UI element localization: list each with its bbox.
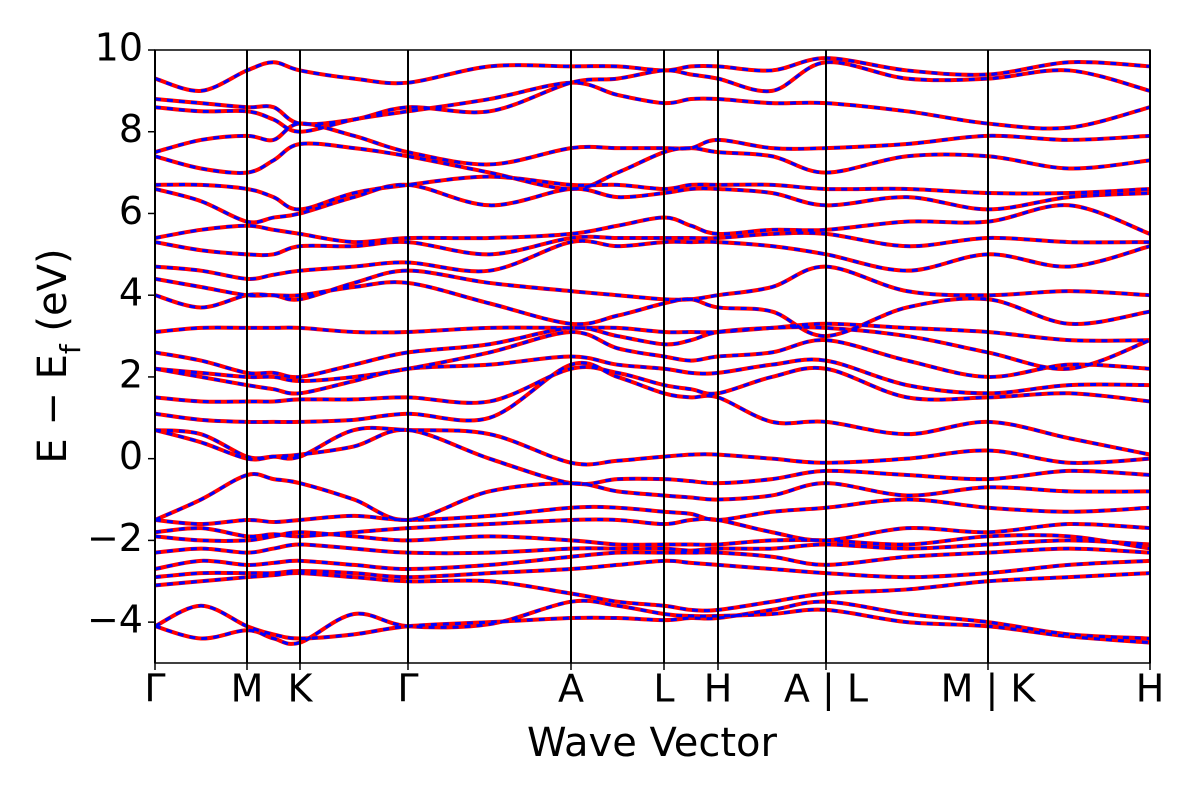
- band-line-dashed: [155, 141, 1150, 191]
- y-tick-label: −4: [87, 598, 143, 642]
- y-tick-label: 10: [95, 26, 143, 70]
- x-tick-label: K: [288, 667, 314, 711]
- x-tick-label: H: [1136, 667, 1165, 711]
- band-line-dashed: [155, 517, 1150, 542]
- band-line-dashed: [155, 498, 1150, 526]
- band-line-dashed: [155, 571, 1150, 613]
- band-line-dashed: [155, 365, 1150, 405]
- x-tick-label: M | K: [941, 667, 1037, 712]
- plot-frame: [154, 49, 1151, 664]
- band-line-dashed: [155, 599, 1150, 646]
- band-line-dashed: [155, 203, 1150, 244]
- y-label-main: E − E: [30, 354, 76, 464]
- band-line-dashed: [155, 330, 1150, 383]
- x-tick-label: Γ: [144, 667, 165, 711]
- y-tick-label: 4: [119, 271, 143, 315]
- band-line: [155, 141, 1150, 191]
- x-tick-label: M: [231, 667, 264, 711]
- band-line-dashed: [155, 81, 1150, 134]
- bands: [155, 56, 1150, 646]
- band-line: [155, 321, 1150, 343]
- band-line: [155, 425, 1150, 467]
- band-line-dashed: [155, 231, 1150, 257]
- y-axis-label: E − Ef (eV): [30, 248, 87, 463]
- band-line-dashed: [155, 354, 1150, 396]
- band-line-dashed: [155, 538, 1150, 555]
- y-tick-label: 2: [119, 352, 143, 396]
- x-tick-label: A | L: [784, 667, 868, 712]
- band-line-dashed: [155, 175, 1150, 211]
- band-line-dashed: [155, 361, 1150, 457]
- y-tick-label: 8: [119, 107, 143, 151]
- y-tick-label: 0: [119, 434, 143, 478]
- y-tick-label: 6: [119, 189, 143, 233]
- band-line: [155, 56, 1150, 93]
- band-line-dashed: [155, 600, 1150, 640]
- band-line-dashed: [155, 60, 1150, 126]
- y-label-unit: (eV): [30, 248, 76, 344]
- band-line: [155, 546, 1150, 572]
- band-line-dashed: [155, 325, 1150, 379]
- band-line-dashed: [155, 322, 1150, 343]
- x-tick-label: Γ: [397, 667, 418, 711]
- x-tick-label: A: [558, 667, 584, 711]
- band-line-dashed: [155, 472, 1150, 522]
- band-line-dashed: [155, 122, 1150, 166]
- band-line-dashed: [155, 428, 1150, 486]
- band-line-dashed: [155, 547, 1150, 571]
- band-line-dashed: [155, 265, 1150, 302]
- band-line-dashed: [155, 183, 1150, 224]
- x-axis-label: Wave Vector: [527, 720, 778, 766]
- band-line-dashed: [155, 559, 1150, 579]
- band-line-dashed: [155, 426, 1150, 466]
- band-line-dashed: [155, 56, 1150, 93]
- x-tick-label: L: [653, 667, 674, 711]
- band-line: [155, 571, 1150, 613]
- band-line-dashed: [155, 239, 1150, 281]
- band-line: [155, 472, 1150, 522]
- y-label-subscript: f: [54, 343, 87, 354]
- x-tick-label: H: [704, 667, 733, 711]
- y-tick-label: −2: [87, 516, 143, 560]
- frame: [148, 49, 1151, 670]
